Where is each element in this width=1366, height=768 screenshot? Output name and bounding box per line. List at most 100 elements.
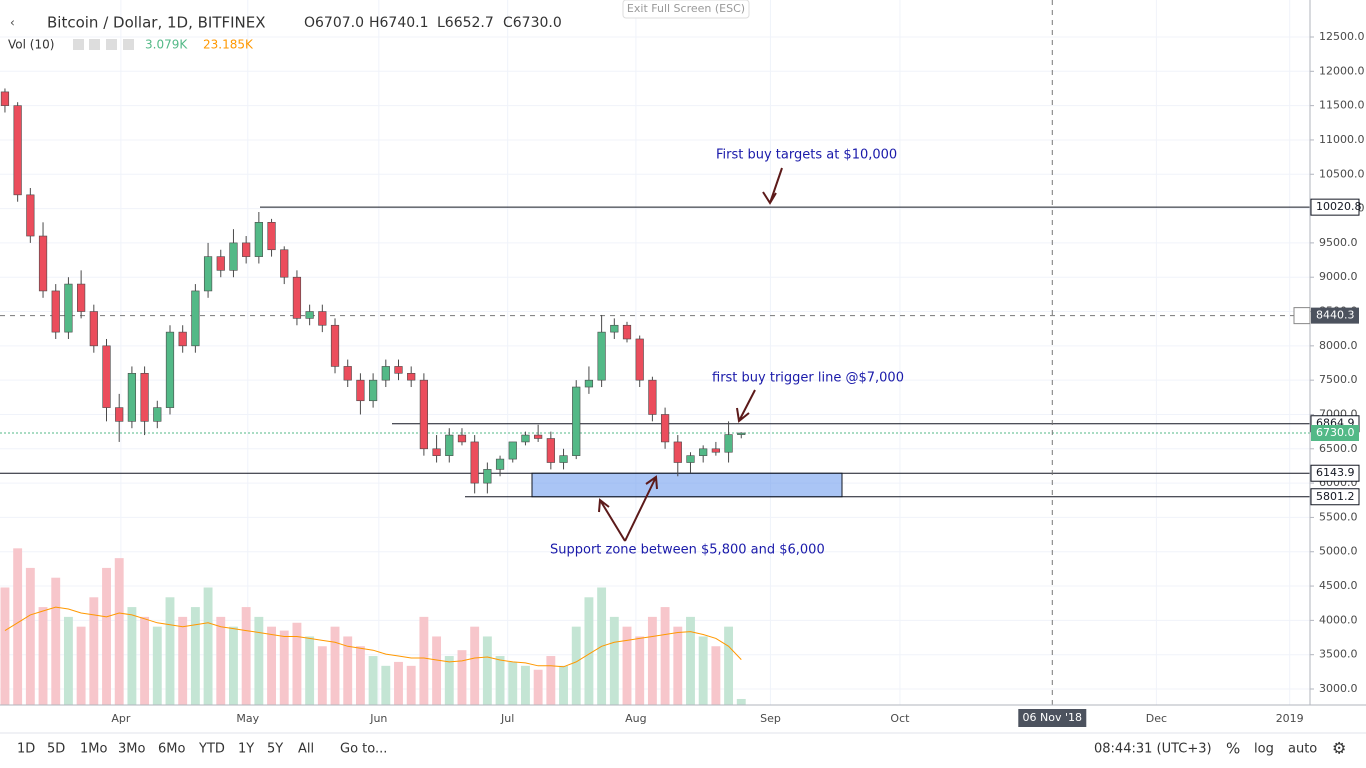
candle-body xyxy=(13,105,22,196)
arrow xyxy=(736,389,756,423)
volume-bar xyxy=(622,626,632,705)
range-button[interactable]: 3Mo xyxy=(118,742,145,757)
range-button[interactable]: 1Mo xyxy=(80,742,107,757)
volume-bar xyxy=(152,626,162,705)
volume-bar xyxy=(292,622,302,705)
settings-icon[interactable]: ⚙ xyxy=(1332,739,1346,758)
x-tick-label: Jul xyxy=(500,712,514,725)
y-tick-label: 4000.0 xyxy=(1319,613,1358,626)
volume-bar xyxy=(241,607,251,705)
x-tick-label: Jun xyxy=(369,712,387,725)
candle-body xyxy=(140,372,149,422)
candle-body xyxy=(559,455,568,463)
menu-icon[interactable]: ‹ xyxy=(10,16,15,30)
candle-body xyxy=(38,235,48,292)
volume-bar xyxy=(686,616,695,705)
exit-button[interactable] xyxy=(622,0,750,19)
volume-bar xyxy=(571,626,581,705)
volume-bar xyxy=(165,597,175,705)
volume-bar xyxy=(51,577,61,705)
volume-bar xyxy=(89,597,99,705)
volume-bar xyxy=(444,656,454,705)
candle-body xyxy=(737,432,746,435)
volume-bar xyxy=(736,698,746,705)
symbol[interactable]: Bitcoin / Dollar, 1D, BITFINEX xyxy=(47,14,266,32)
candle-body xyxy=(686,455,695,463)
range-button[interactable]: All xyxy=(298,742,314,757)
indicator-buttons[interactable] xyxy=(73,39,134,50)
volume-bar xyxy=(635,636,645,705)
candle-body xyxy=(546,438,555,463)
candle-body xyxy=(127,372,137,422)
y-tick-label: 10500.0 xyxy=(1319,167,1365,180)
candle-body xyxy=(622,324,632,340)
candle-body xyxy=(584,379,594,388)
log-toggle[interactable]: log xyxy=(1254,742,1274,757)
volume-bar xyxy=(267,626,276,705)
volume-bar xyxy=(13,548,23,705)
volume-bar xyxy=(203,587,213,705)
candle-body xyxy=(610,324,619,333)
crosshair-y-tag xyxy=(1311,307,1359,324)
y-tick-label: 9500.0 xyxy=(1319,236,1358,249)
volume-bar xyxy=(114,558,124,705)
volume-layer xyxy=(0,548,746,705)
volume-bar xyxy=(609,616,619,705)
range-button[interactable]: 1Y xyxy=(238,742,254,757)
volume-bar xyxy=(317,646,327,705)
x-tick-label: May xyxy=(236,712,259,725)
candle-body xyxy=(26,194,35,237)
volume-bar xyxy=(521,665,530,705)
clock: 08:44:31 (UTC+3) xyxy=(1094,742,1212,757)
candle-body xyxy=(445,434,454,456)
price-tag xyxy=(1311,425,1359,442)
exit-label[interactable]: Exit Full Screen (ESC) xyxy=(627,2,745,15)
support-zone xyxy=(531,472,843,498)
percent-toggle[interactable]: % xyxy=(1226,740,1240,758)
volume-bar xyxy=(190,607,200,705)
candle-body xyxy=(572,386,581,456)
candle-body xyxy=(495,458,505,470)
ohlc-low: L6652.7 xyxy=(437,15,494,31)
volume-value: 3.079K xyxy=(145,38,188,52)
range-button[interactable]: 6Mo xyxy=(158,742,185,757)
candle-body xyxy=(191,290,200,347)
crosshair-plus[interactable] xyxy=(1293,307,1311,325)
candle-body xyxy=(368,379,378,402)
candle-body xyxy=(711,448,720,453)
price-tag xyxy=(1310,488,1360,506)
goto[interactable]: Go to... xyxy=(340,742,387,757)
volume-bar xyxy=(457,650,467,705)
auto-toggle[interactable]: auto xyxy=(1288,742,1317,757)
candle-body xyxy=(521,434,530,443)
range-button[interactable]: 5Y xyxy=(267,742,283,757)
volume-bar xyxy=(432,636,442,705)
volume-bar xyxy=(127,607,137,705)
candle-body xyxy=(394,366,403,374)
x-tick-label: Oct xyxy=(890,712,910,725)
volume-bar xyxy=(381,665,391,705)
candle-body xyxy=(216,256,225,271)
volume-bar xyxy=(647,616,657,705)
range-button[interactable]: YTD xyxy=(198,742,225,757)
y-tick-label: 5000.0 xyxy=(1319,545,1358,558)
candle-body xyxy=(267,222,276,251)
range-button[interactable]: 1D xyxy=(17,742,35,757)
volume-bar xyxy=(584,597,594,705)
volume-bar xyxy=(660,607,670,705)
candle-body xyxy=(305,311,314,319)
candle-body xyxy=(203,256,213,292)
volume-bar xyxy=(0,587,10,705)
candle-body xyxy=(508,441,517,460)
volume-bar xyxy=(178,616,188,705)
volume-bar xyxy=(673,626,683,705)
candle-body xyxy=(330,324,340,367)
y-tick-label: 7500.0 xyxy=(1319,373,1358,386)
candle-body xyxy=(660,414,670,443)
x-tick-label: 2019 xyxy=(1276,712,1304,725)
volume-bar xyxy=(711,646,721,705)
range-button[interactable]: 5D xyxy=(47,742,65,757)
volume-bar xyxy=(343,636,353,705)
